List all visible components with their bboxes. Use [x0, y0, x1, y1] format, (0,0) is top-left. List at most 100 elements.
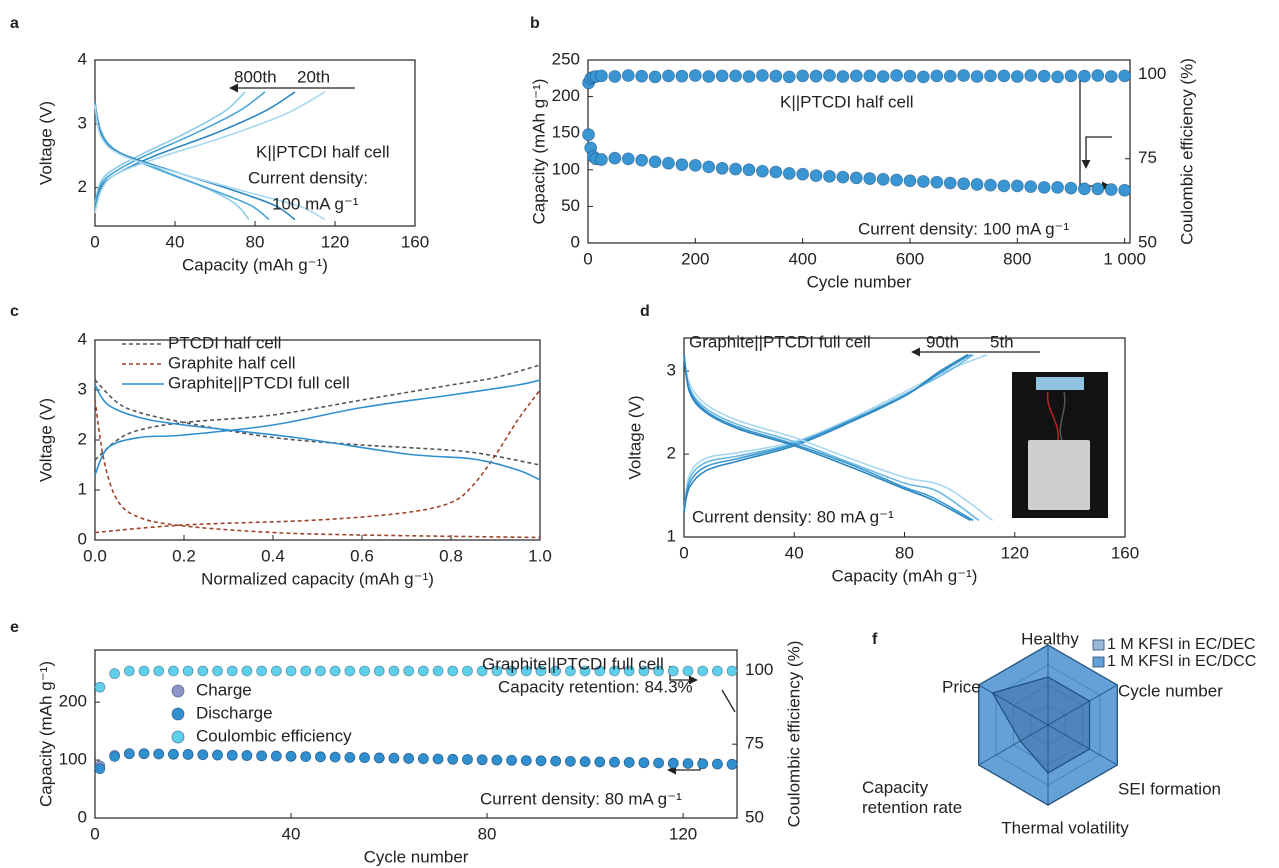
line-series: [94, 91, 266, 208]
photo-inset: [1012, 372, 1108, 518]
x-tick-label: 40: [282, 824, 301, 843]
data-point: [388, 752, 400, 764]
data-point: [491, 754, 503, 766]
data-point: [123, 665, 135, 677]
y2-tick-label: 50: [1138, 232, 1157, 251]
y-tick-label: 50: [561, 196, 580, 215]
data-point: [621, 69, 635, 82]
data-point: [662, 156, 675, 170]
data-point: [1091, 182, 1105, 196]
data-point: [638, 757, 650, 769]
data-point: [344, 752, 356, 763]
y-tick-label: 3: [78, 379, 87, 398]
data-point: [970, 70, 984, 83]
data-point: [241, 750, 253, 761]
x-tick-label: 0: [90, 824, 99, 843]
data-point: [1118, 183, 1132, 197]
legend-swatch: [1092, 639, 1105, 651]
data-point: [168, 748, 179, 760]
data-point: [579, 756, 591, 768]
data-point: [300, 665, 312, 677]
x-tick-label: 0: [583, 249, 592, 268]
data-point: [711, 665, 723, 677]
annotation: 100 mA g⁻¹: [272, 194, 359, 213]
data-point: [285, 665, 297, 677]
legend-swatch: [171, 730, 185, 744]
data-point: [635, 153, 649, 167]
data-point: [182, 749, 194, 760]
data-point: [682, 665, 694, 677]
data-point: [476, 754, 488, 766]
data-point: [329, 665, 341, 677]
data-point: [550, 665, 562, 677]
annotation: Current density: 80 mA g⁻¹: [692, 507, 894, 526]
annotation: Capacity retention: 84.3%: [498, 677, 693, 696]
data-point: [212, 749, 223, 761]
y-tick-label: 3: [667, 361, 676, 380]
data-point: [594, 665, 606, 677]
data-point: [595, 153, 608, 166]
radar-spoke: [978, 684, 1049, 726]
data-point: [1037, 69, 1051, 83]
data-point: [943, 69, 957, 83]
x-tick-label: 0.0: [83, 546, 107, 565]
data-point: [682, 758, 694, 769]
data-point: [675, 158, 689, 172]
line-series: [683, 354, 974, 522]
data-point: [359, 665, 370, 677]
data-point: [769, 69, 783, 83]
panel-label: d: [640, 303, 650, 320]
legend-swatch: [171, 707, 185, 721]
data-point: [315, 751, 326, 763]
y-axis-title: Voltage (V): [625, 395, 644, 479]
x-axis-title: Cycle number: [807, 272, 912, 291]
panel-label: e: [10, 619, 19, 636]
data-point: [876, 172, 890, 186]
radar-spoke: [1047, 684, 1118, 726]
data-point: [863, 69, 877, 83]
y-tick-label: 200: [59, 692, 87, 711]
line-series: [94, 104, 326, 221]
data-point: [702, 160, 716, 174]
data-point: [94, 763, 106, 775]
data-point: [1064, 181, 1078, 195]
data-point: [997, 179, 1011, 193]
data-point: [285, 750, 297, 762]
annotation: K||PTCDI half cell: [780, 92, 914, 111]
data-point: [809, 169, 823, 183]
data-point: [688, 69, 702, 82]
x-tick-label: 120: [1001, 543, 1029, 562]
x-tick-label: 80: [895, 543, 914, 562]
line-series: [683, 354, 980, 522]
data-point: [462, 754, 473, 765]
x-axis-title: Normalized capacity (mAh g⁻¹): [201, 569, 434, 588]
data-point: [796, 167, 810, 181]
x-tick-label: 80: [478, 824, 497, 843]
data-point: [688, 159, 702, 172]
data-point: [594, 756, 606, 768]
annotation: Current density:: [248, 168, 368, 187]
data-point: [609, 665, 620, 677]
data-point: [403, 753, 415, 764]
data-point: [564, 665, 576, 677]
data-point: [623, 757, 635, 768]
data-point: [315, 665, 326, 677]
data-point: [1037, 180, 1051, 194]
data-point: [123, 748, 135, 760]
legend-swatch: [171, 684, 185, 698]
x-tick-label: 0: [679, 543, 688, 562]
data-point: [212, 665, 223, 677]
y-tick-label: 4: [78, 329, 87, 348]
radar-axis-label: Capacity retention rate: [862, 778, 963, 817]
data-point: [417, 753, 429, 765]
data-point: [697, 665, 709, 677]
annotation: 800th: [234, 67, 277, 86]
data-point: [1051, 70, 1064, 84]
x-tick-label: 160: [1111, 543, 1139, 562]
data-point: [241, 665, 253, 677]
data-point: [648, 155, 662, 169]
data-point: [1024, 180, 1038, 194]
radar-axis-label: Cycle number: [1118, 681, 1223, 700]
y-tick-label: 250: [552, 49, 580, 68]
data-point: [916, 175, 930, 188]
